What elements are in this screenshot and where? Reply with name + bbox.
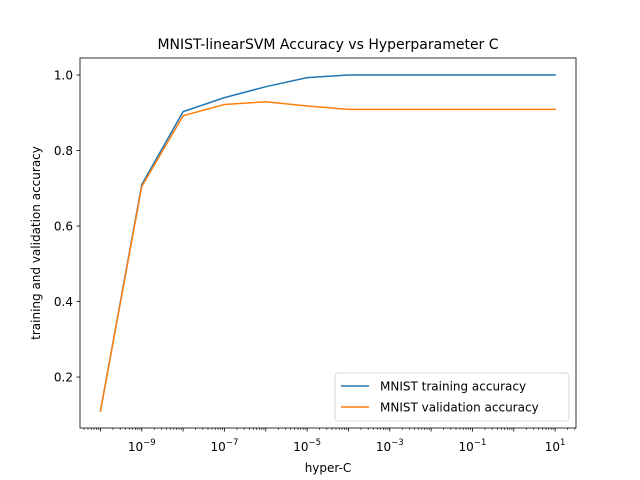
y-tick-label: 0.6 [54,219,73,233]
chart-title: MNIST-linearSVM Accuracy vs Hyperparamet… [157,37,498,53]
x-axis-label: hyper-C [305,461,352,475]
series-layer [99,74,556,412]
plot-frame [79,57,577,429]
series-line-validation [99,101,556,412]
x-axis: 10−9 10−7 10−5 10−3 10−1 101 [83,428,576,454]
x-tick-label: 10−1 [459,438,487,454]
x-tick-label: 10−7 [211,438,239,454]
x-tick-label: 10−3 [376,438,404,454]
legend-label: MNIST validation accuracy [380,400,539,414]
y-tick-label: 0.4 [54,295,73,309]
legend: MNIST training accuracy MNIST validation … [334,372,570,422]
y-tick-label: 0.8 [54,144,73,158]
y-tick-label: 1.0 [54,68,73,82]
x-tick-label: 10−5 [293,438,321,454]
legend-label: MNIST training accuracy [380,379,526,393]
x-tick-label: 101 [545,438,566,454]
series-line-training [99,74,556,412]
x-tick-label: 10−9 [128,438,156,454]
plot-area [79,57,577,429]
y-axis-label: training and validation accuracy [29,146,43,340]
y-tick-label: 0.2 [54,370,73,384]
legend-box [334,372,570,422]
y-axis: 0.2 0.4 0.6 0.8 1.0 [54,68,80,384]
